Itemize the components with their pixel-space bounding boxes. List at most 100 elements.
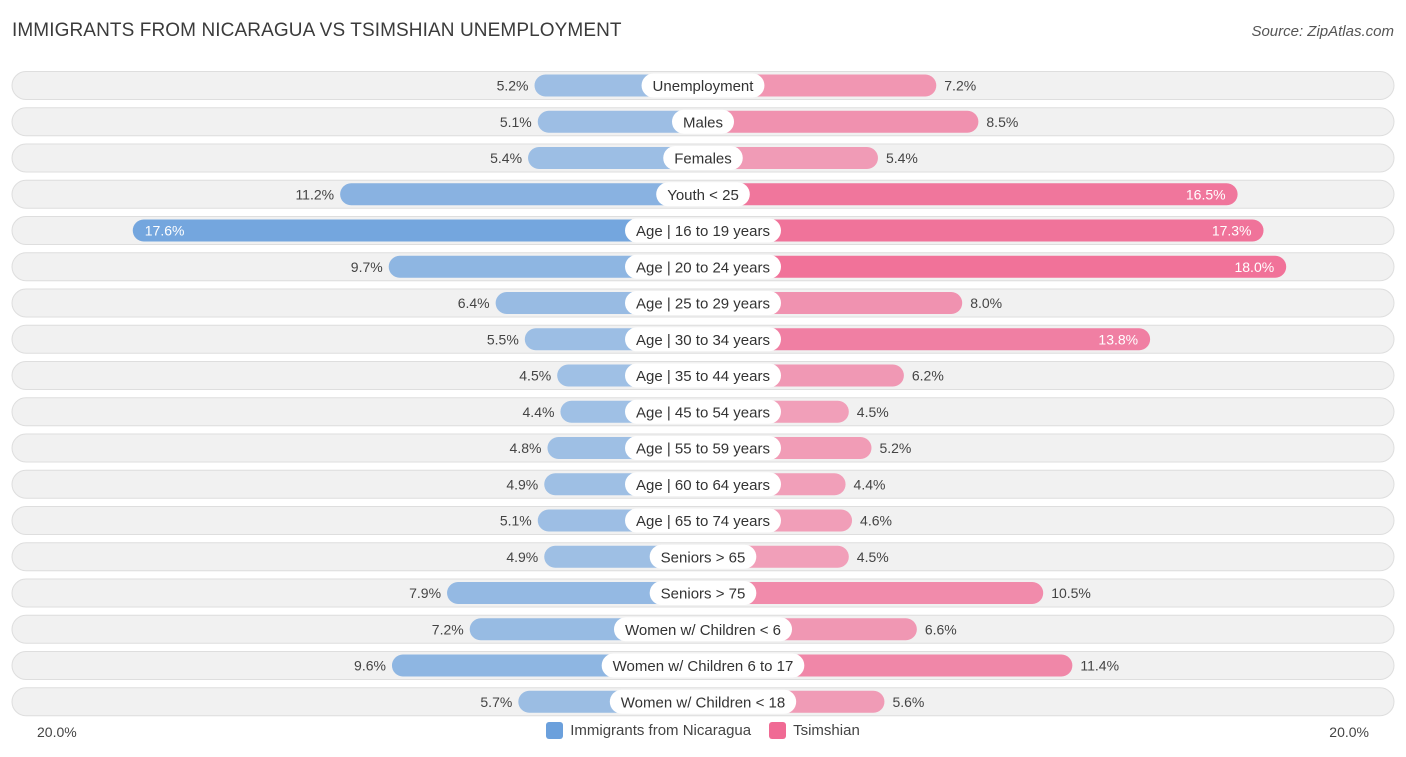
bar-nicaragua	[447, 582, 703, 604]
value-label-tsimshian: 16.5%	[1186, 186, 1226, 202]
category-label: Age | 45 to 54 years	[636, 404, 770, 421]
category-pill	[663, 146, 743, 170]
category-label: Age | 16 to 19 years	[636, 223, 770, 240]
category-pill	[625, 327, 781, 352]
bar-tsimshian	[703, 183, 1238, 206]
bar-row: 5.1% 8.5% Males	[11, 107, 1395, 137]
bar-nicaragua	[388, 255, 703, 278]
value-label-nicaragua: 4.5%	[519, 368, 551, 384]
category-label: Females	[674, 151, 732, 168]
value-label-tsimshian: 8.0%	[970, 295, 1002, 311]
category-pill	[613, 617, 793, 642]
bar-row: 7.2% 6.6% Women w/ Children < 6	[11, 614, 1395, 644]
bar-row: 4.9% 4.5% Seniors > 65	[11, 542, 1395, 572]
value-label-tsimshian: 7.2%	[944, 78, 976, 94]
legend-item-nicaragua[interactable]: Immigrants from Nicaragua	[546, 722, 751, 739]
category-label: Unemployment	[653, 78, 755, 95]
value-label-nicaragua: 4.8%	[510, 440, 542, 456]
value-label-tsimshian: 11.4%	[1080, 658, 1119, 674]
category-pill	[641, 73, 765, 98]
category-pill	[656, 182, 750, 207]
value-label-nicaragua: 5.5%	[487, 331, 519, 347]
category-label: Age | 65 to 74 years	[636, 513, 770, 530]
category-pill	[649, 544, 757, 569]
category-label: Age | 60 to 64 years	[636, 477, 770, 494]
value-label-tsimshian: 4.4%	[854, 476, 886, 492]
value-label-tsimshian: 4.5%	[857, 404, 889, 420]
category-label: Age | 35 to 44 years	[636, 368, 770, 385]
category-pill	[625, 508, 781, 533]
value-label-tsimshian: 4.5%	[857, 549, 889, 565]
bar-row: 5.5% 13.8% Age | 30 to 34 years	[11, 324, 1395, 354]
value-label-tsimshian: 5.6%	[892, 694, 924, 710]
value-label-nicaragua: 5.1%	[500, 114, 532, 130]
category-label: Women w/ Children 6 to 17	[613, 658, 794, 675]
bar-row: 9.6% 11.4% Women w/ Children 6 to 17	[11, 651, 1395, 680]
legend-label-tsimshian: Tsimshian	[793, 722, 860, 739]
category-label: Youth < 25	[667, 187, 739, 204]
value-label-nicaragua: 7.9%	[409, 585, 441, 601]
value-label-tsimshian: 6.6%	[925, 621, 957, 637]
category-label: Seniors > 65	[661, 549, 746, 566]
category-pill	[625, 399, 781, 424]
bar-tsimshian	[703, 219, 1264, 242]
category-label: Women w/ Children < 18	[621, 694, 785, 711]
value-label-nicaragua: 17.6%	[145, 223, 185, 239]
axis-right-label: 20.0%	[1329, 724, 1369, 740]
bar-row: 4.8% 5.2% Age | 55 to 59 years	[11, 433, 1395, 463]
category-label: Age | 20 to 24 years	[636, 259, 770, 276]
category-pill	[625, 291, 781, 315]
bar-row: 5.2% 7.2% Unemployment	[11, 71, 1395, 100]
value-label-nicaragua: 4.9%	[506, 476, 538, 492]
category-pill	[601, 653, 805, 678]
value-label-tsimshian: 13.8%	[1098, 331, 1138, 347]
value-label-tsimshian: 8.5%	[986, 114, 1018, 130]
legend: Immigrants from Nicaragua Tsimshian	[0, 722, 1406, 739]
value-label-nicaragua: 5.7%	[480, 694, 512, 710]
category-pill	[625, 363, 781, 388]
category-label: Age | 25 to 29 years	[636, 296, 770, 313]
value-label-nicaragua: 9.7%	[351, 259, 383, 275]
legend-swatch-tsimshian	[769, 722, 787, 739]
bar-row: 7.9% 10.5% Seniors > 75	[11, 578, 1395, 608]
value-label-tsimshian: 17.3%	[1212, 223, 1252, 239]
bar-nicaragua	[537, 110, 703, 133]
bar-row: 4.4% 4.5% Age | 45 to 54 years	[11, 397, 1395, 427]
axis-left-label: 20.0%	[37, 724, 77, 740]
value-label-tsimshian: 5.4%	[886, 150, 918, 166]
value-label-tsimshian: 6.2%	[912, 368, 944, 384]
value-label-tsimshian: 5.2%	[879, 440, 911, 456]
bar-row: 5.1% 4.6% Age | 65 to 74 years	[11, 506, 1395, 535]
category-pill	[625, 436, 781, 460]
category-pill	[609, 689, 797, 714]
bar-row: 11.2% 16.5% Youth < 25	[11, 179, 1395, 209]
chart-title: IMMIGRANTS FROM NICARAGUA VS TSIMSHIAN U…	[12, 20, 622, 41]
bar-row: 4.5% 6.2% Age | 35 to 44 years	[11, 361, 1395, 390]
value-label-nicaragua: 5.1%	[500, 513, 532, 529]
category-label: Age | 55 to 59 years	[636, 441, 770, 458]
value-label-tsimshian: 10.5%	[1051, 585, 1091, 601]
bar-tsimshian	[703, 328, 1151, 351]
value-label-nicaragua: 9.6%	[354, 658, 386, 674]
bar-tsimshian	[703, 582, 1044, 604]
bar-nicaragua	[528, 147, 703, 169]
bar-row: 4.9% 4.4% Age | 60 to 64 years	[11, 469, 1395, 499]
value-label-nicaragua: 11.2%	[295, 186, 334, 202]
bar-row: 6.4% 8.0% Age | 25 to 29 years	[11, 288, 1395, 318]
value-label-nicaragua: 5.2%	[497, 78, 529, 94]
category-label: Women w/ Children < 6	[625, 622, 781, 639]
value-label-nicaragua: 5.4%	[490, 150, 522, 166]
bar-row: 9.7% 18.0% Age | 20 to 24 years	[11, 252, 1395, 282]
category-pill	[671, 109, 735, 134]
category-label: Age | 30 to 34 years	[636, 332, 770, 349]
value-label-tsimshian: 4.6%	[860, 513, 892, 529]
bar-tsimshian	[703, 255, 1287, 278]
category-pill	[625, 472, 781, 497]
legend-label-nicaragua: Immigrants from Nicaragua	[570, 722, 752, 739]
legend-item-tsimshian[interactable]: Tsimshian	[769, 722, 860, 739]
value-label-nicaragua: 7.2%	[432, 621, 464, 637]
bar-row: 5.4% 5.4% Females	[11, 143, 1395, 173]
category-pill	[625, 254, 781, 279]
bar-tsimshian	[703, 147, 878, 169]
